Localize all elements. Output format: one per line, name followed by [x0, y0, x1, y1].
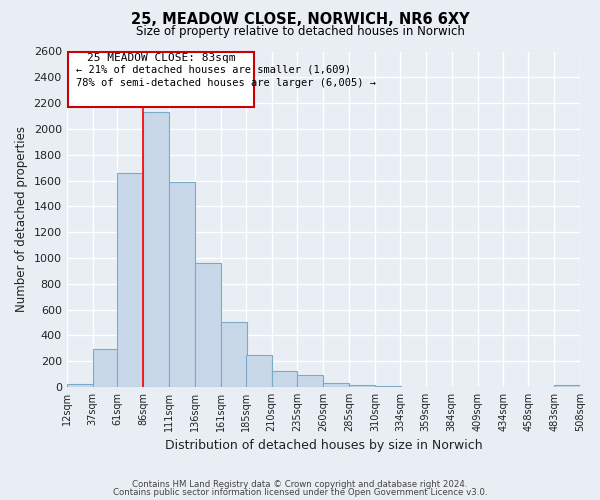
Bar: [67, 384, 92, 387]
Bar: [169, 182, 195, 387]
Bar: [118, 174, 143, 387]
Bar: [375, 386, 401, 387]
Bar: [221, 322, 247, 387]
Text: Contains HM Land Registry data © Crown copyright and database right 2024.: Contains HM Land Registry data © Crown c…: [132, 480, 468, 489]
X-axis label: Distribution of detached houses by size in Norwich: Distribution of detached houses by size …: [164, 440, 482, 452]
Text: ← 21% of detached houses are smaller (1,609): ← 21% of detached houses are smaller (1,…: [76, 64, 351, 74]
Text: 25, MEADOW CLOSE, NORWICH, NR6 6XY: 25, MEADOW CLOSE, NORWICH, NR6 6XY: [131, 12, 469, 28]
Text: Contains public sector information licensed under the Open Government Licence v3: Contains public sector information licen…: [113, 488, 487, 497]
FancyBboxPatch shape: [68, 52, 254, 107]
Bar: [323, 383, 349, 387]
Bar: [92, 349, 118, 387]
Text: 78% of semi-detached houses are larger (6,005) →: 78% of semi-detached houses are larger (…: [76, 78, 376, 88]
Bar: [195, 263, 221, 387]
Bar: [554, 384, 580, 387]
Bar: [349, 384, 375, 387]
Text: Size of property relative to detached houses in Norwich: Size of property relative to detached ho…: [136, 25, 464, 38]
Bar: [298, 376, 323, 387]
Bar: [143, 112, 169, 387]
Y-axis label: Number of detached properties: Number of detached properties: [15, 126, 28, 312]
Bar: [272, 371, 298, 387]
Text: 25 MEADOW CLOSE: 83sqm: 25 MEADOW CLOSE: 83sqm: [86, 53, 235, 63]
Bar: [246, 354, 272, 387]
